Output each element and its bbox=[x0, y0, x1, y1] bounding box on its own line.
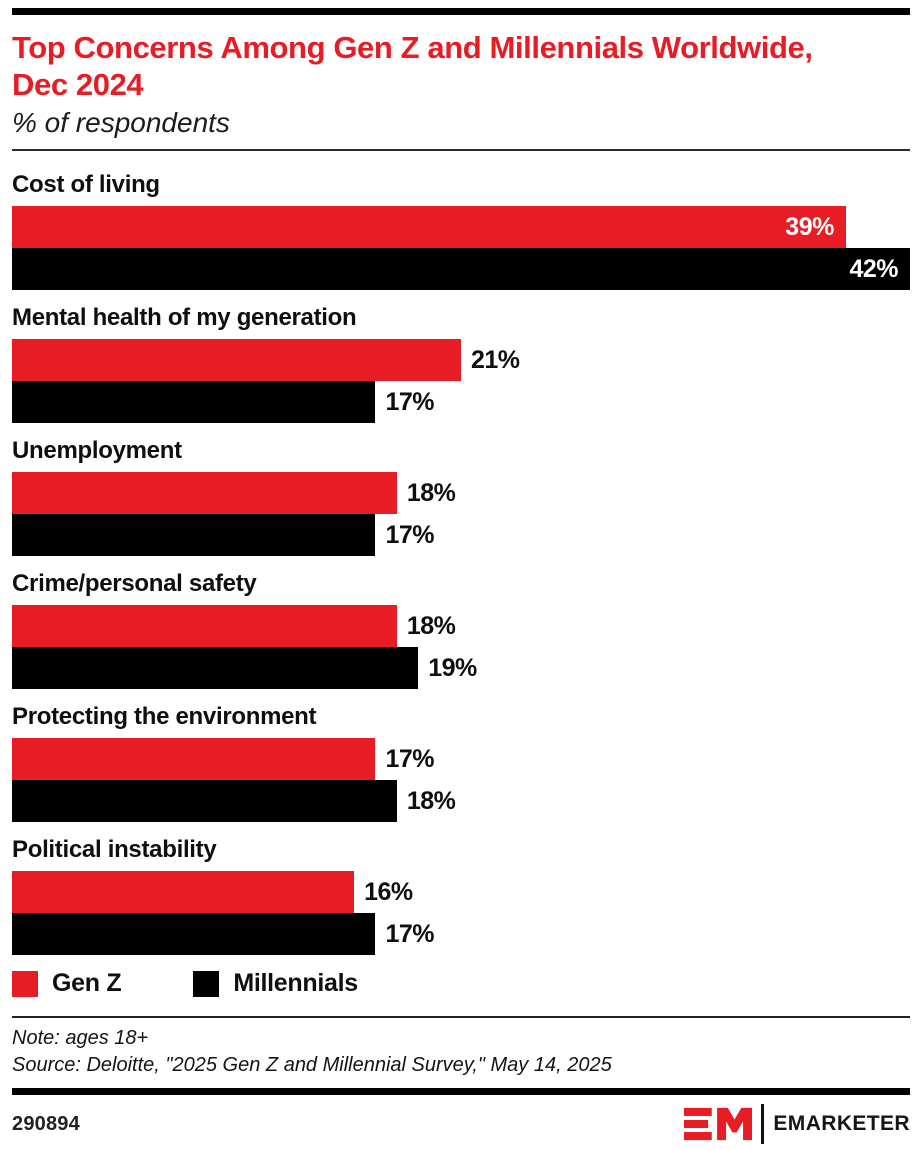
gen-z-value-label: 16% bbox=[364, 877, 413, 906]
millennials-bar-row: 17% bbox=[12, 514, 910, 557]
gen-z-bar: 39% bbox=[12, 206, 846, 249]
category-label: Crime/personal safety bbox=[12, 570, 257, 598]
bar-group: Cost of living 39% 42% bbox=[12, 171, 910, 291]
gen-z-bar bbox=[12, 339, 461, 382]
millennials-value-label: 18% bbox=[406, 786, 456, 815]
millennials-value-label: 42% bbox=[849, 254, 898, 283]
chart-subtitle: % of respondents bbox=[12, 107, 230, 139]
bar-chart: Cost of living 39% 42% Mental health of m… bbox=[12, 171, 910, 956]
chart-id: 290894 bbox=[12, 1112, 80, 1135]
millennials-bar bbox=[12, 381, 376, 424]
emarketer-logo: EMARKETER bbox=[684, 1104, 910, 1145]
millennials-value-label: 17% bbox=[385, 919, 435, 948]
legend-label-millennials: Millennials bbox=[233, 969, 358, 998]
gen-z-bar bbox=[12, 738, 376, 781]
millennials-bar: 42% bbox=[12, 248, 910, 291]
millennials-bar bbox=[12, 913, 376, 956]
gen-z-value-label: 18% bbox=[406, 478, 456, 507]
category-label: Political instability bbox=[12, 836, 217, 864]
legend-item-genz: Gen Z bbox=[12, 969, 122, 998]
millennials-bar bbox=[12, 647, 419, 690]
millennials-bar-row: 19% bbox=[12, 647, 910, 690]
gen-z-value-label: 17% bbox=[385, 744, 435, 773]
bar-group: Protecting the environment 17% 18% bbox=[12, 703, 910, 823]
legend: Gen Z Millennials bbox=[12, 969, 910, 998]
footer-divider-thick bbox=[12, 1088, 910, 1096]
gen-z-bar-row: 16% bbox=[12, 871, 910, 914]
category-label: Mental health of my generation bbox=[12, 304, 357, 332]
footer-bar: 290894 EMARKETER bbox=[12, 1104, 910, 1145]
bar-group: Mental health of my generation 21% 17% bbox=[12, 304, 910, 424]
millennials-bar-row: 17% bbox=[12, 913, 910, 956]
gen-z-bar-row: 39% bbox=[12, 206, 910, 249]
footer-divider-thin bbox=[12, 1016, 910, 1019]
gen-z-bar bbox=[12, 605, 397, 648]
header-divider bbox=[12, 149, 910, 152]
gen-z-bar-row: 18% bbox=[12, 472, 910, 515]
brand-name: EMARKETER bbox=[773, 1112, 910, 1136]
gen-z-value-label: 18% bbox=[406, 611, 456, 640]
gen-z-bar bbox=[12, 871, 355, 914]
millennials-bar bbox=[12, 514, 376, 557]
gen-z-bar-row: 18% bbox=[12, 605, 910, 648]
note-text: Note: ages 18+ bbox=[12, 1027, 149, 1050]
logo-divider bbox=[761, 1104, 765, 1145]
category-label: Unemployment bbox=[12, 437, 182, 465]
legend-label-genz: Gen Z bbox=[52, 969, 122, 998]
gen-z-value-label: 21% bbox=[471, 345, 520, 374]
source-text: Source: Deloitte, "2025 Gen Z and Millen… bbox=[12, 1054, 612, 1077]
millennials-bar-row: 42% bbox=[12, 248, 910, 291]
page-title: Top Concerns Among Gen Z and Millennials… bbox=[12, 30, 813, 103]
millennials-swatch bbox=[193, 970, 220, 997]
gen-z-bar-row: 17% bbox=[12, 738, 910, 781]
millennials-value-label: 19% bbox=[428, 653, 477, 682]
millennials-value-label: 17% bbox=[385, 387, 435, 416]
legend-item-millennials: Millennials bbox=[193, 969, 358, 998]
gen-z-bar-row: 21% bbox=[12, 339, 910, 382]
em-logo-icon bbox=[684, 1108, 753, 1141]
gen-z-bar bbox=[12, 472, 397, 515]
footnotes: Note: ages 18+ Source: Deloitte, "2025 G… bbox=[12, 1025, 910, 1079]
category-label: Protecting the environment bbox=[12, 703, 317, 731]
millennials-bar-row: 17% bbox=[12, 381, 910, 424]
millennials-bar-row: 18% bbox=[12, 780, 910, 823]
gen-z-value-label: 39% bbox=[785, 212, 834, 241]
top-rule bbox=[12, 8, 910, 15]
millennials-value-label: 17% bbox=[385, 520, 435, 549]
genz-swatch bbox=[12, 970, 38, 997]
millennials-bar bbox=[12, 780, 397, 823]
category-label: Cost of living bbox=[12, 171, 160, 199]
bar-group: Unemployment 18% 17% bbox=[12, 437, 910, 557]
bar-group: Political instability 16% 17% bbox=[12, 836, 910, 956]
bar-group: Crime/personal safety 18% 19% bbox=[12, 570, 910, 690]
